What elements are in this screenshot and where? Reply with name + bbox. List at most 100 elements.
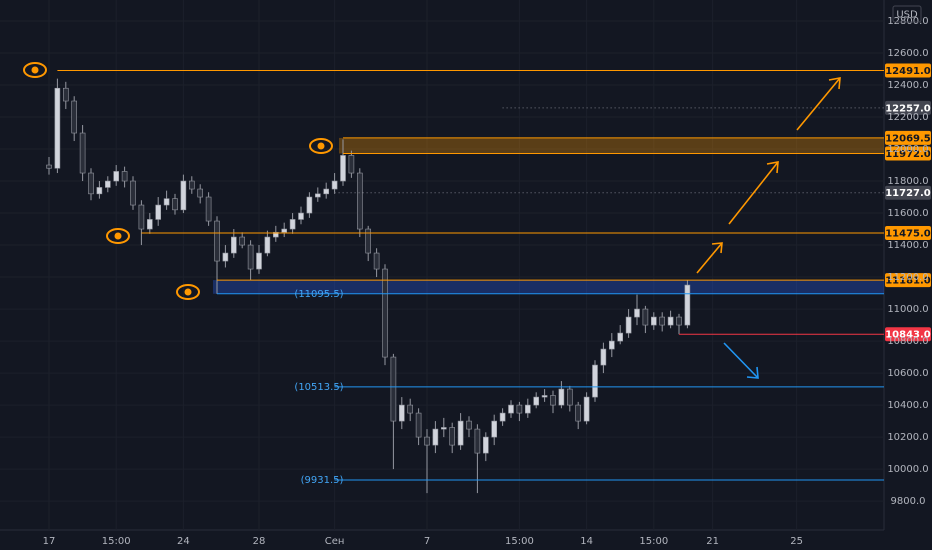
y-tick-label: 10000.0: [887, 464, 928, 475]
candle-body: [390, 356, 397, 422]
candle-body: [147, 219, 153, 230]
candle-body: [306, 196, 313, 214]
x-tick-label: 15:00: [102, 536, 131, 547]
x-tick-label: 17: [43, 536, 56, 547]
candle-body: [348, 155, 355, 174]
candle-body: [105, 180, 111, 188]
candle-body: [256, 252, 262, 270]
arrows-up: [696, 77, 841, 274]
level-label-box: [885, 130, 931, 145]
candle-body: [600, 348, 607, 366]
candle-body: [314, 193, 321, 198]
candle-body: [113, 171, 119, 182]
level-label: 11475.0: [885, 229, 931, 240]
candle-body: [264, 236, 271, 254]
candle-body: [373, 252, 380, 270]
y-tick-label: 11800.0: [887, 176, 928, 187]
candle-body: [457, 420, 464, 446]
candle-body: [163, 198, 170, 206]
y-tick-label: 12400.0: [887, 80, 928, 91]
candle-body: [180, 180, 187, 211]
y-tick-label: 12200.0: [887, 112, 928, 123]
candle-body: [608, 340, 615, 350]
y-tick-label: 12600.0: [887, 48, 928, 59]
candle-body: [440, 427, 447, 430]
zones: [213, 137, 884, 294]
candle-body: [239, 236, 245, 246]
candle-body: [516, 404, 523, 414]
candle-body: [466, 420, 472, 430]
candle-body: [214, 220, 220, 262]
candle-body: [247, 244, 254, 270]
candle-body: [533, 396, 540, 406]
candle-body: [46, 164, 52, 169]
candle-body: [625, 316, 632, 334]
candle-body: [331, 180, 338, 190]
candle-body: [474, 428, 481, 454]
eye-icons: [23, 62, 333, 300]
candle-body: [499, 412, 506, 422]
candle-body: [415, 412, 422, 438]
candle-body: [667, 316, 674, 326]
candle-body: [684, 284, 691, 326]
candle-body: [298, 212, 304, 220]
level-label: 11727.0: [885, 188, 931, 199]
candle-body: [482, 436, 489, 454]
candle-body: [71, 100, 77, 134]
candle-body: [550, 395, 556, 406]
y-tick-label: 12000.0: [887, 144, 928, 155]
candle-body: [323, 188, 330, 195]
y-tick-label: 11400.0: [887, 240, 928, 251]
candle-body: [62, 87, 69, 102]
arrow-down: [723, 342, 759, 379]
candle-body: [424, 436, 430, 446]
candle-body: [54, 87, 61, 169]
currency-box: [892, 5, 922, 23]
candle-body: [642, 308, 649, 326]
candle-body: [155, 204, 161, 220]
level-label: 12257.0: [885, 103, 931, 114]
candle-body: [189, 180, 195, 190]
candle-body: [130, 180, 136, 206]
candle-body: [508, 404, 514, 414]
level-label: 11972.0: [885, 149, 931, 160]
candle-body: [491, 420, 498, 438]
level-label: 12069.5: [885, 133, 931, 144]
levels: 12491.0 12257.0 12069.5 11972.0 11727.0 11475…: [57, 63, 931, 486]
y-tick-label: 11200.0: [887, 272, 928, 283]
candle-body: [365, 228, 372, 254]
level-label-box: [885, 327, 931, 342]
level-label: 10843.0: [885, 330, 931, 341]
candle-body: [650, 316, 657, 326]
candle-body: [566, 388, 573, 406]
level-label-box: [885, 185, 931, 200]
candle-body: [524, 404, 531, 414]
candle-body: [617, 332, 624, 342]
level-label-box: [885, 100, 931, 115]
x-tick-label: 15:00: [639, 536, 668, 547]
candle-body: [449, 427, 456, 446]
y-tick-label: 11600.0: [887, 208, 928, 219]
candle-body: [88, 172, 94, 195]
candle-body: [676, 316, 682, 326]
level-label-box: [885, 63, 931, 78]
candle-body: [272, 231, 279, 238]
candle-body: [121, 171, 128, 182]
candle-body: [96, 187, 103, 195]
candle-body: [222, 252, 229, 262]
grid: [0, 0, 884, 530]
zone: [213, 280, 884, 294]
x-tick-label: 25: [790, 536, 803, 547]
level-label: 11181.0: [885, 276, 931, 287]
y-tick-label: 9800.0: [891, 496, 926, 507]
candle-body: [634, 308, 640, 318]
candle-body: [558, 388, 565, 406]
y-tick-label: 10600.0: [887, 368, 928, 379]
x-tick-label: 7: [424, 536, 430, 547]
level-label-box: [885, 226, 931, 241]
candle-body: [138, 204, 145, 230]
level-label: 12491.0: [885, 66, 931, 77]
x-tick-label: 14: [580, 536, 593, 547]
